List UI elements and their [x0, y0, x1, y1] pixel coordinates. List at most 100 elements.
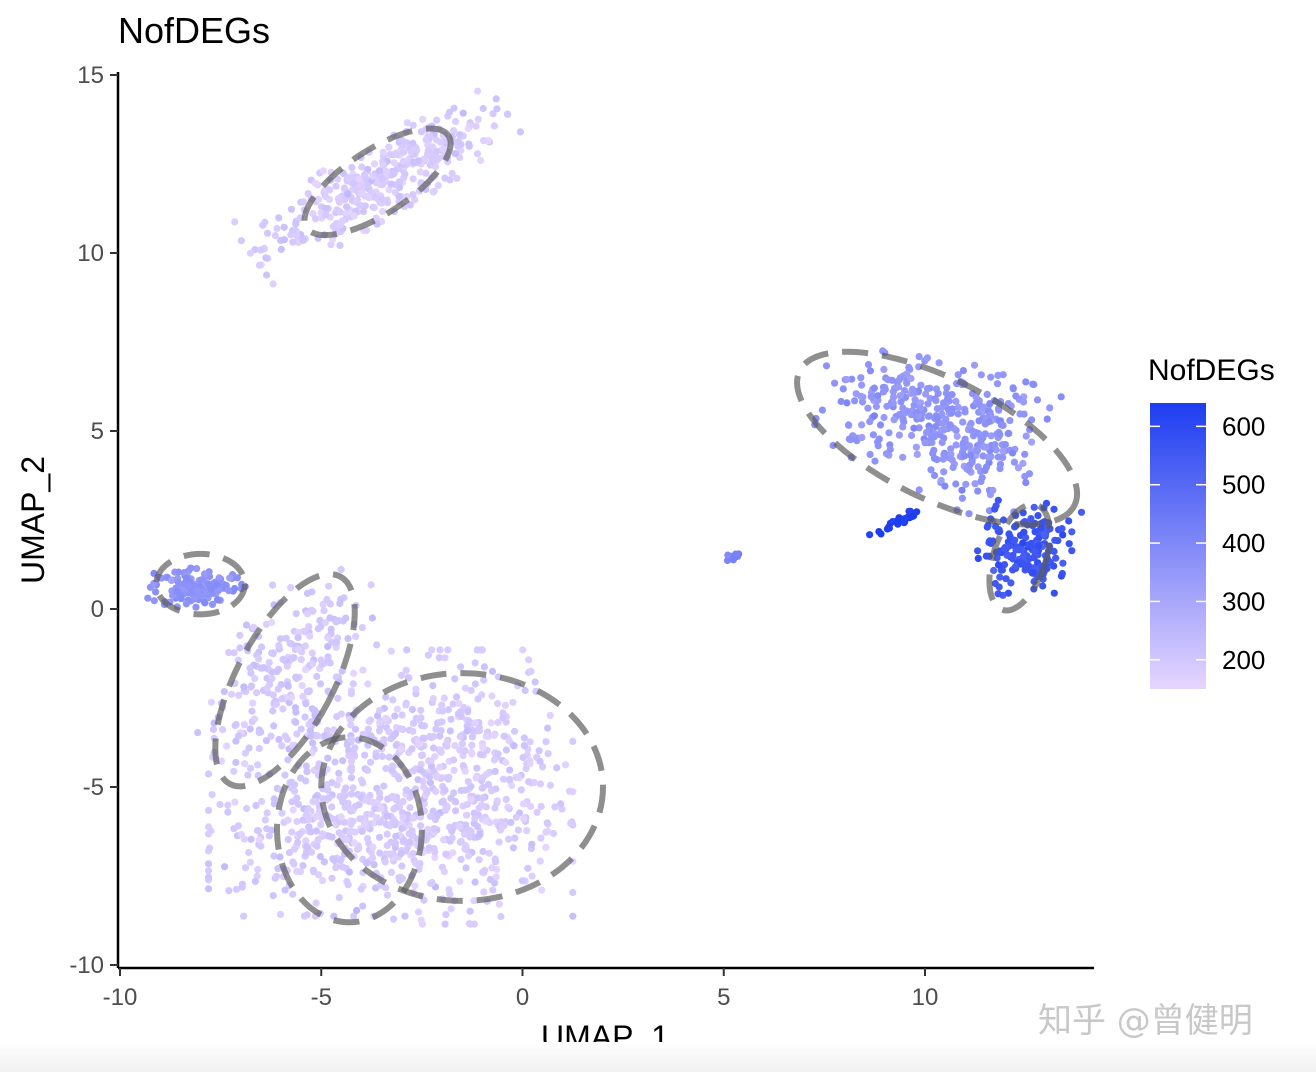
cell-point: [493, 105, 501, 113]
cell-point: [185, 582, 193, 591]
cell-point: [409, 139, 417, 147]
cell-point: [319, 167, 327, 175]
cell-point: [335, 829, 343, 837]
cell-point: [399, 157, 408, 165]
cell-point: [275, 735, 283, 744]
cell-point: [310, 706, 319, 714]
cell-point: [303, 589, 312, 598]
cell-point: [350, 180, 358, 188]
cell-point: [1007, 579, 1015, 587]
cell-point: [351, 725, 360, 733]
cell-point: [403, 786, 411, 794]
cell-point: [318, 877, 327, 885]
cell-point: [194, 729, 202, 737]
cell-point: [224, 808, 232, 816]
cell-point: [470, 897, 478, 905]
cell-point: [207, 827, 215, 835]
cell-point: [253, 827, 262, 835]
cell-point: [506, 775, 514, 784]
cell-point: [347, 805, 356, 813]
cell-point: [922, 428, 931, 437]
cell-point: [494, 718, 502, 727]
cell-point: [338, 667, 346, 675]
cell-point: [486, 875, 494, 884]
cell-point: [464, 708, 472, 716]
cell-point: [380, 736, 388, 744]
cell-point: [461, 684, 469, 692]
cell-point: [899, 423, 907, 431]
cell-point: [375, 167, 383, 175]
cell-point: [484, 780, 492, 789]
cell-point: [244, 771, 252, 779]
cell-point: [1028, 438, 1036, 446]
cell-point: [341, 803, 349, 811]
cell-point: [538, 886, 546, 894]
cell-point: [1033, 396, 1042, 404]
cell-point: [959, 439, 967, 447]
cell-point: [442, 850, 450, 858]
cell-point: [311, 179, 320, 187]
cell-point: [324, 653, 332, 661]
cell-point: [265, 832, 273, 840]
cell-point: [465, 920, 473, 928]
cell-point: [375, 833, 384, 841]
cell-point: [288, 798, 296, 806]
cell-point: [269, 691, 277, 699]
cell-point: [910, 424, 918, 432]
cell-point: [729, 556, 738, 564]
legend-title: NofDEGs: [1148, 354, 1275, 387]
x-ticks: -10 -5 0 5 10: [103, 968, 938, 1011]
cell-point: [514, 826, 522, 834]
cell-point: [474, 115, 482, 123]
cell-point: [369, 172, 377, 180]
cell-point: [246, 858, 254, 866]
cell-point: [313, 672, 321, 681]
data-points: [144, 87, 1086, 928]
cell-point: [464, 124, 472, 133]
y-tick-label: 10: [77, 240, 104, 267]
cell-point: [461, 786, 469, 794]
cell-point: [1019, 552, 1028, 560]
cell-point: [347, 774, 355, 782]
cell-point: [416, 168, 424, 176]
cell-point: [911, 396, 919, 404]
cell-point: [1030, 554, 1038, 562]
cell-point: [398, 141, 406, 149]
cell-point: [818, 406, 827, 414]
cell-point: [996, 431, 1004, 439]
cell-point: [314, 836, 322, 844]
cell-point: [490, 122, 498, 130]
cell-point: [444, 706, 452, 714]
cell-point: [977, 434, 985, 442]
cell-point: [910, 401, 918, 409]
cell-point: [417, 822, 425, 830]
cell-point: [501, 701, 509, 710]
cell-point: [284, 835, 292, 844]
cell-point: [439, 145, 447, 153]
cell-point: [284, 681, 292, 689]
cell-point: [464, 852, 473, 860]
cell-point: [520, 815, 528, 823]
cell-point: [337, 710, 345, 718]
cell-point: [896, 392, 904, 400]
cell-point: [927, 466, 935, 474]
cell-point: [1020, 528, 1028, 536]
cell-point: [201, 598, 209, 607]
cell-point: [432, 725, 440, 733]
cell-point: [489, 110, 497, 118]
cell-point: [965, 510, 973, 518]
cell-point: [362, 226, 370, 234]
cell-point: [941, 482, 949, 490]
cell-point: [312, 812, 320, 821]
cell-point: [432, 787, 440, 796]
cell-point: [464, 778, 472, 786]
cell-point: [509, 844, 517, 852]
cell-point: [986, 400, 994, 408]
y-tick-label: -5: [83, 774, 104, 801]
cell-point: [961, 452, 969, 460]
cell-point: [372, 753, 380, 761]
cell-point: [471, 878, 479, 886]
cell-point: [427, 757, 435, 765]
cell-point: [883, 402, 891, 410]
